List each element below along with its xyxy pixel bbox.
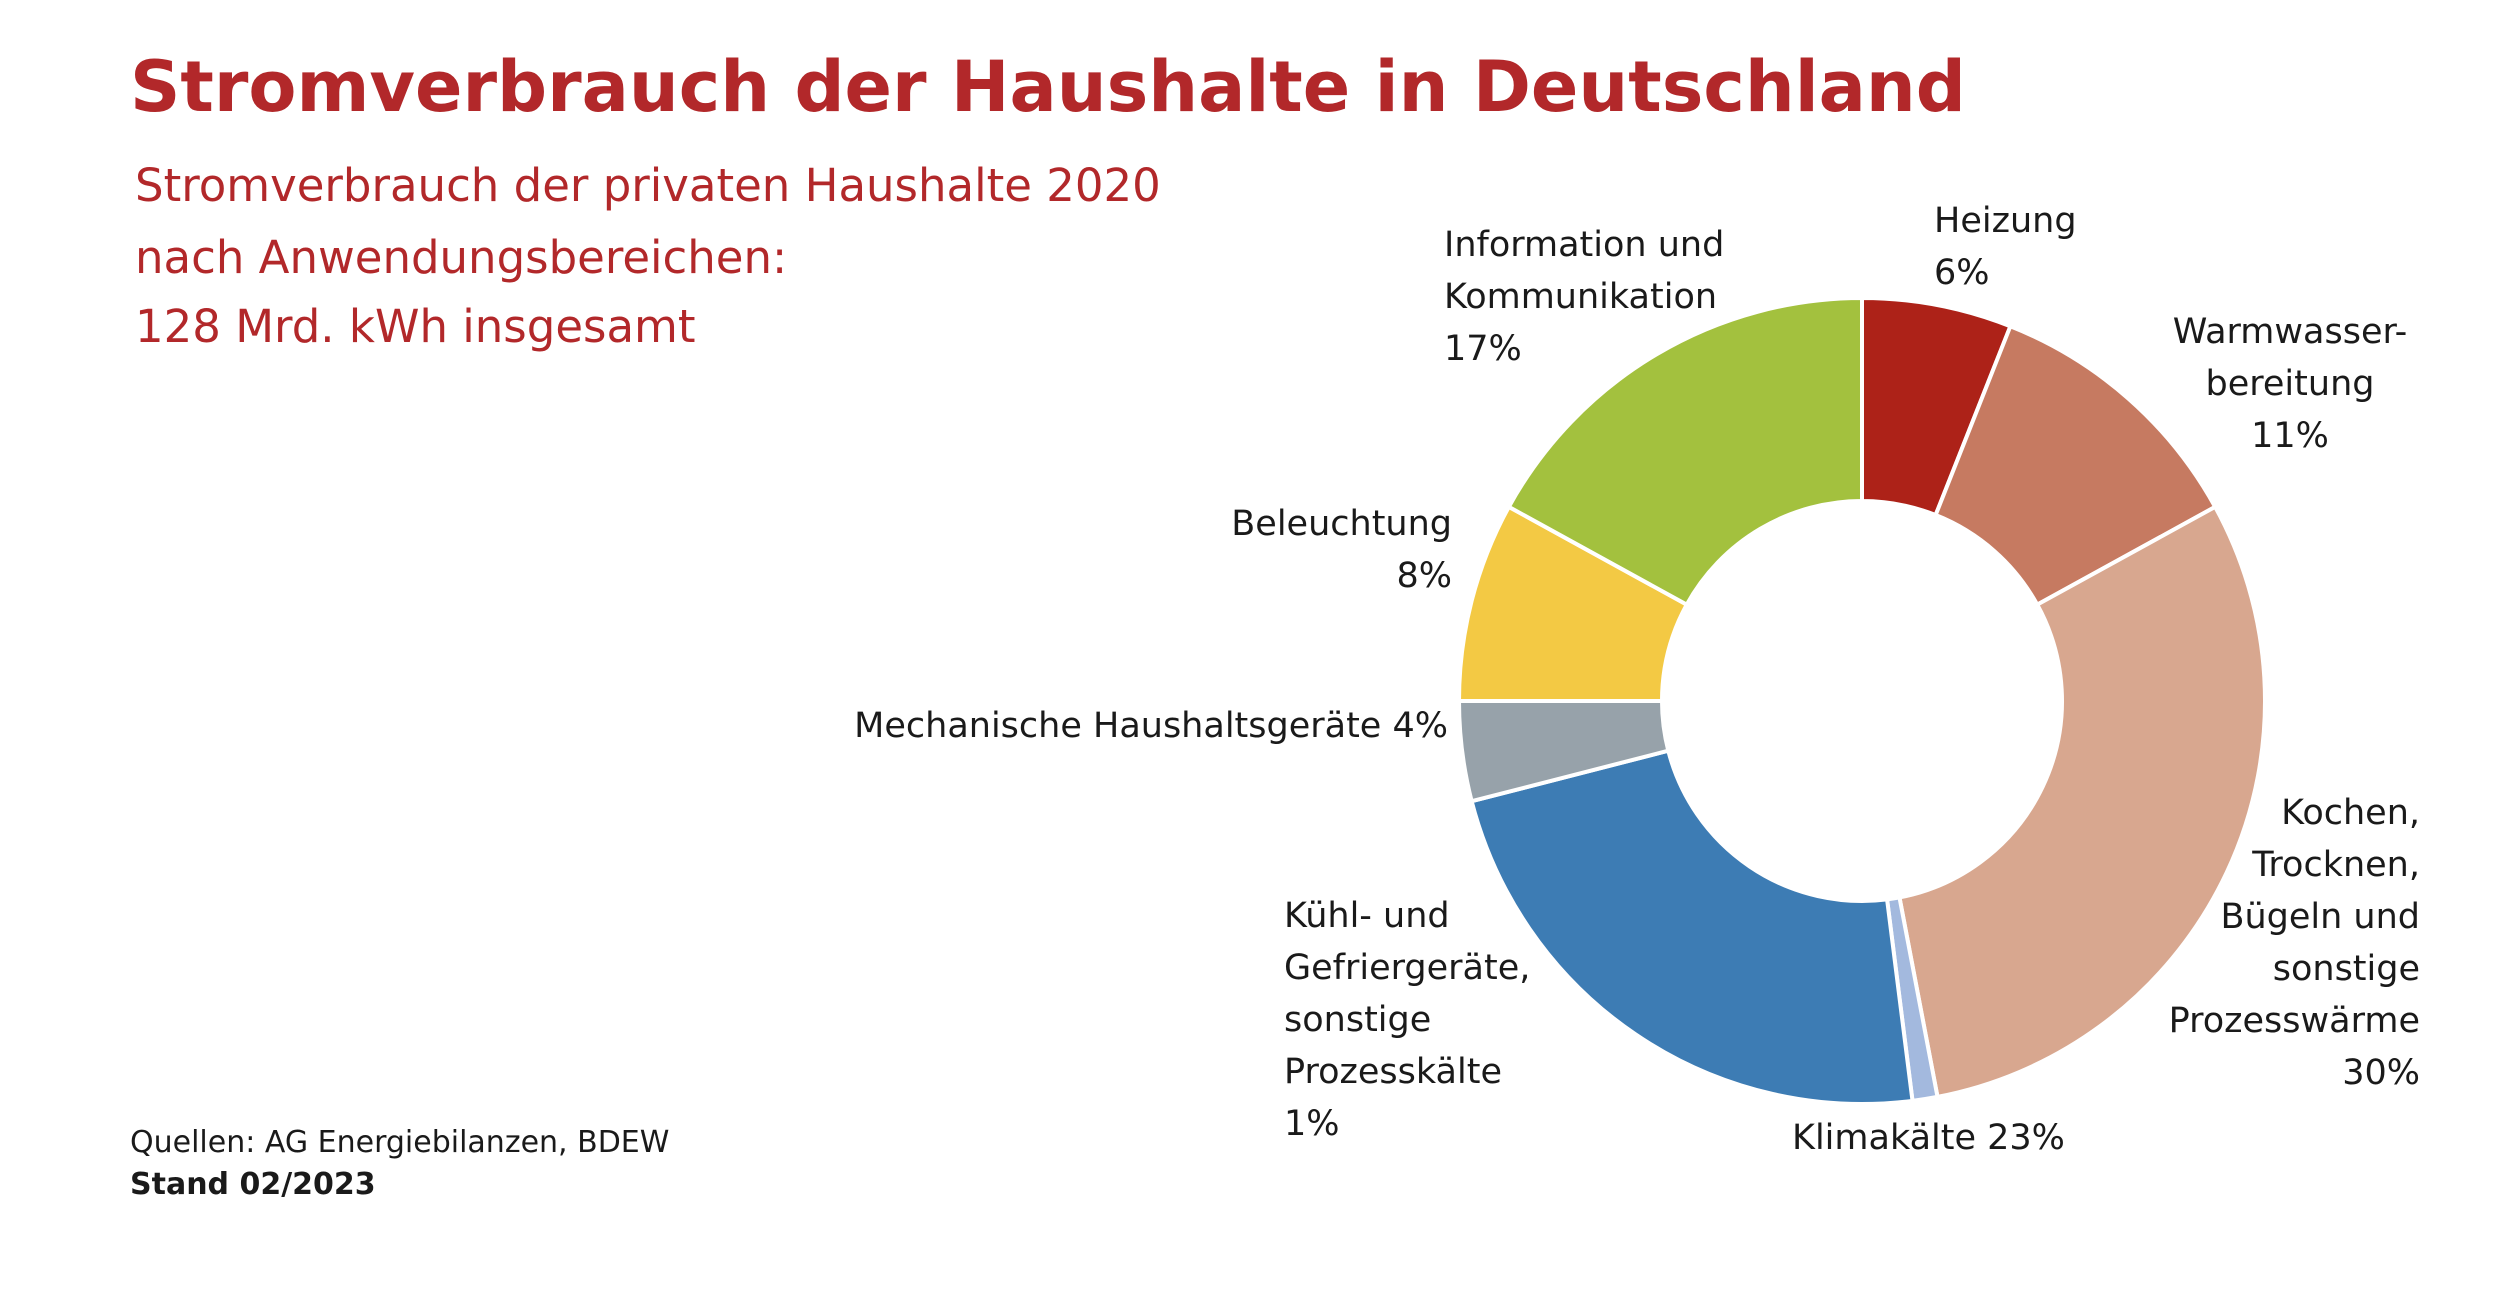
chart-subtitle-line-3: 128 Mrd. kWh insgesamt (135, 300, 696, 353)
donut-slice-ikt (1506, 296, 1864, 607)
chart-subtitle-line-2: nach Anwendungsbereichen: (135, 231, 788, 284)
slice-label-kochen: Kochen, Trocknen, Bügeln und sonstige Pr… (2168, 793, 2420, 1093)
slice-label-heizung: Heizung 6% (1934, 201, 2077, 293)
slice-label-mechanisch: Mechanische Haushaltsgeräte 4% (854, 706, 1448, 746)
donut-slice-warmwasser (1933, 324, 2218, 607)
slice-label-warmwasser: Warmwasser- bereitung 11% (2172, 312, 2408, 456)
slice-label-kuehl: Kühl- und Gefriergeräte, sonstige Prozes… (1284, 896, 1531, 1144)
chart-subtitle-line-1: Stromverbrauch der privaten Haushalte 20… (135, 159, 1161, 212)
date-note: Stand 02/2023 (130, 1167, 376, 1202)
donut-slice-kochen (1897, 504, 2267, 1099)
chart-title: Stromverbrauch der Haushalte in Deutschl… (130, 46, 1966, 128)
source-note: Quellen: AG Energiebilanzen, BDEW (130, 1125, 670, 1160)
slice-label-beleuchtung: Beleuchtung 8% (1231, 504, 1452, 596)
slice-label-ikt: Information und Kommunikation 17% (1444, 225, 1725, 369)
donut-slice-kuehl (1469, 748, 1915, 1106)
slice-label-klimakaelte: Klimakälte 23% (1792, 1118, 2065, 1158)
